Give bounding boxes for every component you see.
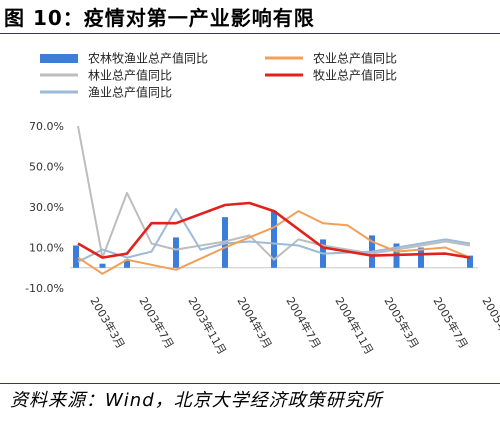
title-rule xyxy=(0,33,500,34)
x-tick-label: 2005年11月 xyxy=(479,295,500,357)
source-note: 资料来源：Wind，北京大学经济政策研究所 xyxy=(10,390,383,411)
series-line-agriculture xyxy=(77,210,471,275)
y-tick-label: 50.0% xyxy=(29,161,64,174)
source-rule xyxy=(0,383,500,384)
bar-total xyxy=(124,259,130,268)
legend-swatch-total xyxy=(40,54,78,63)
legend-label-fishery: 渔业总产值同比 xyxy=(88,85,172,100)
x-tick-label: 2003年7月 xyxy=(136,295,177,351)
bar-total xyxy=(271,211,277,268)
legend-label-agriculture: 农业总产值同比 xyxy=(313,51,397,66)
x-tick-label: 2004年3月 xyxy=(234,295,275,351)
legend-label-animal: 牧业总产值同比 xyxy=(313,68,397,83)
y-tick-label: 70.0% xyxy=(29,120,64,133)
y-tick-label: 30.0% xyxy=(29,201,64,214)
x-tick-label: 2003年11月 xyxy=(185,295,229,357)
figure-title: 图 10：疫情对第一产业影响有限 xyxy=(4,6,315,30)
legend-label-total: 农林牧渔业总产值同比 xyxy=(88,51,208,66)
bar-total xyxy=(99,263,106,268)
x-axis: 2003年3月 2003年7月 2003年11月 2004年3月 2004年7月 2004… xyxy=(87,295,500,357)
legend-label-forestry: 林业总产值同比 xyxy=(88,68,172,83)
x-tick-label: 2004年11月 xyxy=(332,295,376,357)
figure-title-bar: 图 10：疫情对第一产业影响有限 xyxy=(0,0,500,32)
bar-total xyxy=(173,237,179,268)
bar-total xyxy=(73,245,79,268)
bar-total xyxy=(418,247,424,268)
x-tick-label: 2003年3月 xyxy=(87,295,128,351)
x-tick-label: 2005年3月 xyxy=(381,295,422,351)
bar-total xyxy=(467,255,473,268)
x-tick-label: 2005年7月 xyxy=(430,295,471,351)
series-line-fishery xyxy=(77,208,471,263)
y-tick-label: -10.0% xyxy=(25,282,64,295)
y-tick-label: 10.0% xyxy=(29,242,64,255)
plot-area xyxy=(73,125,473,275)
x-tick-label: 2004年7月 xyxy=(283,295,324,351)
series-line-animal xyxy=(77,201,471,259)
series-line-forestry xyxy=(77,125,471,261)
